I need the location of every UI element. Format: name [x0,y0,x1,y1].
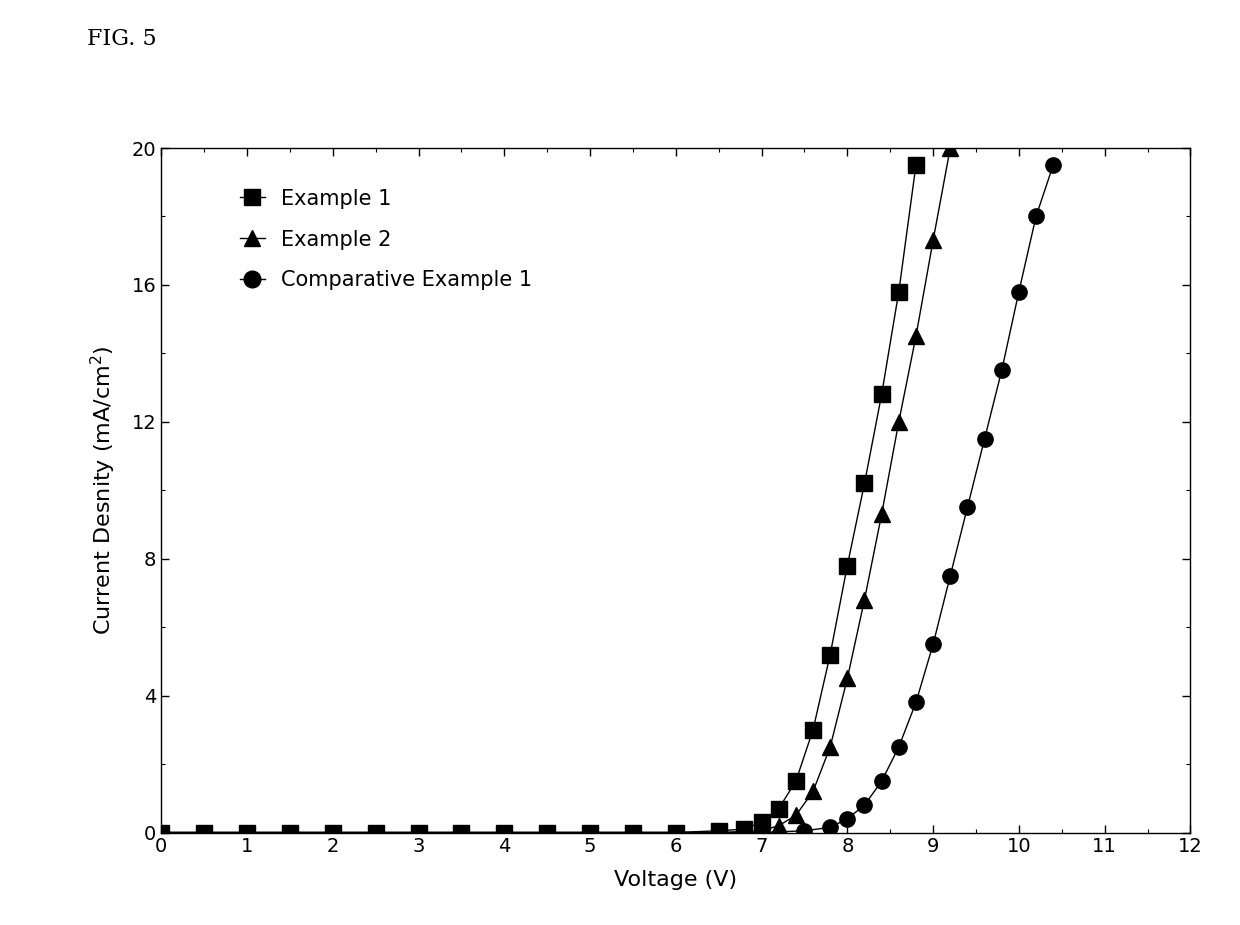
Line: Example 2: Example 2 [154,141,957,840]
Comparative Example 1 [197,827,212,838]
Example 1 [368,827,383,838]
Example 1 [497,827,512,838]
Example 1 [823,649,838,660]
Example 2 [925,235,940,246]
Example 1 [625,827,640,838]
Comparative Example 1 [823,821,838,832]
Comparative Example 1 [857,799,872,810]
Comparative Example 1 [154,827,169,838]
Comparative Example 1 [625,827,640,838]
Example 1 [909,159,924,170]
Comparative Example 1 [539,827,554,838]
Example 2 [154,827,169,838]
Example 1 [154,827,169,838]
Comparative Example 1 [754,827,769,838]
Example 1 [197,827,212,838]
Example 1 [874,388,889,400]
Comparative Example 1 [942,570,957,582]
Example 1 [892,286,906,297]
Comparative Example 1 [454,827,469,838]
Comparative Example 1 [977,433,992,444]
Comparative Example 1 [583,827,598,838]
Comparative Example 1 [1028,211,1043,222]
Example 2 [583,827,598,838]
Example 2 [412,827,427,838]
Example 2 [754,825,769,836]
Example 1 [712,825,727,836]
Comparative Example 1 [1012,286,1027,297]
Example 2 [368,827,383,838]
Example 2 [239,827,254,838]
Example 2 [497,827,512,838]
Example 1 [857,478,872,489]
Example 2 [668,827,683,838]
Example 2 [823,742,838,753]
Comparative Example 1 [797,825,812,836]
Example 1 [454,827,469,838]
Comparative Example 1 [283,827,298,838]
Example 2 [283,827,298,838]
Example 1 [737,823,751,834]
Example 2 [892,416,906,427]
Example 1 [839,560,854,571]
Example 1 [539,827,554,838]
Example 1 [325,827,340,838]
Line: Example 1: Example 1 [154,157,924,840]
Comparative Example 1 [497,827,512,838]
X-axis label: Voltage (V): Voltage (V) [614,870,738,890]
Example 2 [942,142,957,154]
Example 2 [539,827,554,838]
Example 1 [806,724,821,735]
Example 2 [874,509,889,520]
Text: FIG. 5: FIG. 5 [87,28,156,50]
Example 1 [771,803,786,814]
Comparative Example 1 [412,827,427,838]
Example 2 [857,594,872,605]
Y-axis label: Current Desnity (mA/cm$^2$): Current Desnity (mA/cm$^2$) [88,345,118,635]
Comparative Example 1 [668,827,683,838]
Example 2 [325,827,340,838]
Example 1 [283,827,298,838]
Example 1 [789,775,804,786]
Example 2 [806,786,821,797]
Comparative Example 1 [839,813,854,824]
Comparative Example 1 [712,827,727,838]
Comparative Example 1 [892,742,906,753]
Comparative Example 1 [325,827,340,838]
Example 2 [909,330,924,341]
Line: Comparative Example 1: Comparative Example 1 [154,157,1060,840]
Comparative Example 1 [994,364,1009,376]
Comparative Example 1 [960,501,975,512]
Comparative Example 1 [239,827,254,838]
Legend: Example 1, Example 2, Comparative Example 1: Example 1, Example 2, Comparative Exampl… [223,172,549,307]
Example 1 [583,827,598,838]
Example 1 [668,827,683,838]
Example 2 [789,810,804,821]
Comparative Example 1 [1045,159,1060,170]
Comparative Example 1 [925,638,940,649]
Example 2 [712,827,727,838]
Comparative Example 1 [874,775,889,786]
Comparative Example 1 [909,697,924,708]
Example 2 [771,820,786,832]
Example 2 [197,827,212,838]
Comparative Example 1 [368,827,383,838]
Example 2 [625,827,640,838]
Example 2 [839,673,854,684]
Example 1 [239,827,254,838]
Example 2 [454,827,469,838]
Example 1 [754,817,769,828]
Example 1 [412,827,427,838]
